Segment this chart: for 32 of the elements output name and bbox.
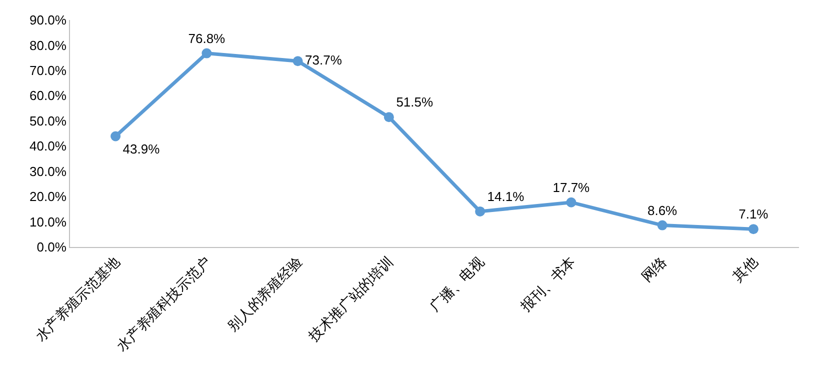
y-tick-label: 60.0% <box>30 88 67 104</box>
point <box>748 224 758 234</box>
point <box>110 131 121 142</box>
point <box>657 220 668 230</box>
data-label: 8.6% <box>647 202 678 218</box>
point <box>566 197 576 208</box>
data-label: 14.1% <box>487 188 525 204</box>
y-tick-label: 10.0% <box>30 214 67 230</box>
y-tick-label: 90.0% <box>30 12 67 28</box>
data-label: 73.7% <box>305 52 342 68</box>
data-label: 17.7% <box>552 180 590 195</box>
data-label: 7.1% <box>738 206 769 222</box>
y-tick-label: 40.0% <box>30 138 67 154</box>
y-tick-label: 70.0% <box>30 62 67 78</box>
data-label: 76.8% <box>188 30 226 46</box>
x-tick-label: 别人的养殖经验 <box>224 254 306 335</box>
y-tick-label: 20.0% <box>30 189 67 204</box>
x-tick-label: 技术推广站的培训 <box>306 254 397 346</box>
data-label: 43.9% <box>122 141 160 156</box>
x-tick-label: 广播、电视 <box>427 254 488 316</box>
data-label: 51.5% <box>396 94 434 110</box>
x-tick-label: 其他 <box>730 254 762 286</box>
y-tick-label: 50.0% <box>30 113 67 128</box>
y-tick-label: 0.0% <box>36 240 67 255</box>
x-tick-label: 报刊、书本 <box>517 254 579 316</box>
point <box>384 112 394 122</box>
y-tick-label: 30.0% <box>30 164 67 179</box>
point <box>292 56 303 66</box>
point <box>475 206 486 216</box>
x-tick-label: 网络 <box>638 254 670 286</box>
y-tick-label: 80.0% <box>30 38 67 53</box>
point <box>202 48 212 58</box>
